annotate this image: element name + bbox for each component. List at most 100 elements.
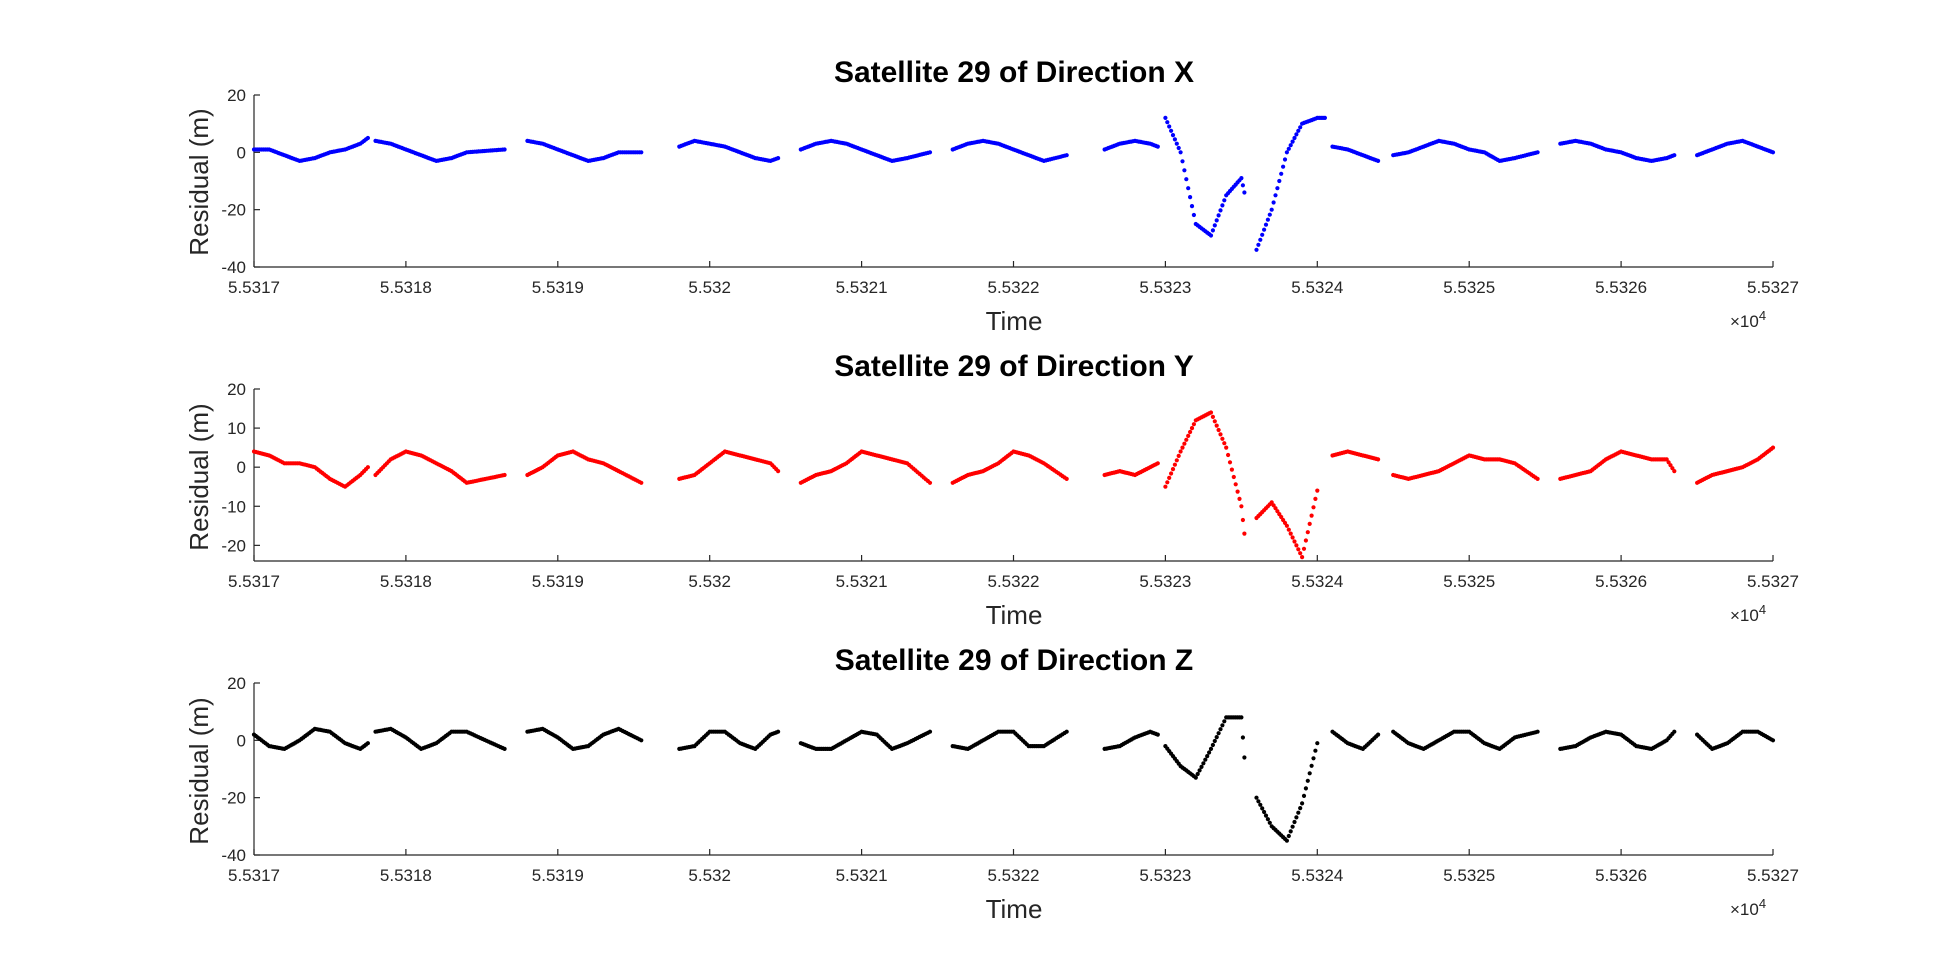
data-point: [1311, 756, 1316, 761]
x-tick-label: 5.5325: [1443, 572, 1495, 591]
data-point: [1227, 460, 1233, 465]
data-point: [1214, 423, 1219, 428]
data-point: [1212, 419, 1217, 424]
data-point: [1288, 829, 1293, 834]
data-point: [1535, 150, 1540, 155]
data-point: [1262, 809, 1267, 815]
x-tick-label: 5.532: [688, 278, 731, 297]
data-point: [1301, 793, 1307, 799]
x-axis-exponent-base: ×10: [1730, 900, 1759, 919]
x-tick-label: 5.5318: [380, 278, 432, 297]
data-point: [1376, 158, 1381, 163]
data-series: [950, 729, 1069, 752]
data-point: [365, 135, 370, 141]
data-point: [1193, 775, 1198, 780]
data-point: [1315, 741, 1320, 746]
data-point: [1224, 445, 1229, 450]
data-series: [1391, 453, 1540, 481]
x-tick-label: 5.5322: [988, 866, 1040, 885]
data-point: [1155, 461, 1160, 466]
data-point: [1242, 531, 1247, 536]
data-point: [1233, 482, 1238, 487]
x-tick-label: 5.5323: [1139, 572, 1191, 591]
x-tick-label: 5.5321: [836, 866, 888, 885]
data-point: [1294, 132, 1299, 137]
data-point: [1294, 815, 1299, 820]
data-point: [1535, 476, 1540, 481]
x-tick-label: 5.532: [688, 572, 731, 591]
x-tick-label: 5.5327: [1747, 278, 1799, 297]
data-point: [1239, 176, 1244, 181]
x-tick-label: 5.5317: [228, 866, 280, 885]
data-point: [1214, 735, 1219, 740]
x-tick-label: 5.5326: [1595, 278, 1647, 297]
data-point: [1292, 539, 1297, 544]
data-point: [1176, 453, 1181, 458]
x-axis-exponent-base: ×10: [1730, 312, 1759, 331]
data-point: [1064, 476, 1069, 481]
data-point: [1208, 746, 1214, 752]
data-point: [927, 729, 933, 734]
data-point: [1275, 186, 1280, 191]
x-tick-label: 5.5324: [1291, 572, 1343, 591]
data-point: [1226, 452, 1231, 458]
data-point: [1271, 200, 1276, 205]
data-point: [1263, 813, 1269, 818]
data-point: [639, 150, 644, 155]
data-series: [1330, 144, 1381, 163]
x-tick-label: 5.532: [688, 866, 731, 885]
data-point: [1191, 212, 1196, 218]
data-point: [1180, 159, 1185, 164]
data-point: [927, 480, 933, 485]
data-point: [1281, 164, 1286, 169]
data-series: [950, 449, 1069, 485]
panel-y: Satellite 29 of Direction Y Time Residua…: [184, 350, 1799, 630]
data-point: [502, 147, 507, 152]
x-tick-label: 5.5324: [1291, 278, 1343, 297]
x-axis-label: Time: [986, 306, 1043, 336]
data-point: [1208, 233, 1214, 238]
data-point: [1284, 150, 1289, 155]
data-point: [1222, 719, 1227, 724]
data-point: [1165, 480, 1170, 485]
data-point: [1298, 125, 1303, 130]
data-point: [1277, 178, 1282, 184]
data-point: [1313, 496, 1318, 501]
panel-z: Satellite 29 of Direction Z Time Residua…: [184, 644, 1799, 924]
data-series: [1391, 729, 1540, 752]
y-tick-label: -10: [221, 497, 246, 516]
data-point: [1222, 441, 1227, 446]
x-axis-exponent-base: ×10: [1730, 606, 1759, 625]
data-point: [1265, 817, 1270, 822]
data-point: [1305, 530, 1310, 535]
y-tick-label: 0: [237, 458, 246, 477]
data-point: [1191, 422, 1196, 427]
data-point: [1169, 471, 1174, 476]
data-point: [1284, 523, 1289, 528]
data-point: [1222, 198, 1227, 203]
data-point: [1307, 521, 1312, 527]
data-point: [1210, 414, 1215, 419]
data-series: [1391, 138, 1540, 163]
data-point: [1288, 143, 1293, 148]
data-point: [1218, 727, 1223, 732]
data-series: [1102, 729, 1160, 752]
x-tick-label: 5.5322: [988, 278, 1040, 297]
data-point: [776, 469, 781, 474]
data-point: [1239, 504, 1244, 509]
data-point: [1214, 218, 1219, 223]
data-series: [1695, 138, 1776, 158]
data-series: [1163, 410, 1247, 536]
data-point: [1284, 838, 1289, 843]
data-point: [1163, 484, 1168, 489]
data-point: [1294, 543, 1299, 548]
data-series: [798, 729, 933, 752]
data-point: [1282, 157, 1288, 162]
x-tick-label: 5.5322: [988, 572, 1040, 591]
data-point: [1210, 742, 1215, 748]
data-series: [677, 449, 781, 481]
data-point: [1174, 141, 1179, 146]
data-point: [1242, 755, 1247, 760]
x-tick-label: 5.5317: [228, 572, 280, 591]
x-tick-label: 5.5319: [532, 278, 584, 297]
